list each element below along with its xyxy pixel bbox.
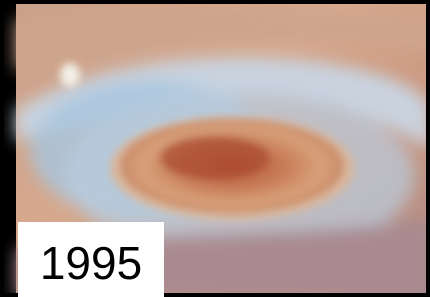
page: 1995 (() => { const data = JSON.parse(do… [0, 0, 430, 297]
year-label-box: 1995 [18, 222, 164, 297]
year-label: 1995 [18, 238, 164, 288]
